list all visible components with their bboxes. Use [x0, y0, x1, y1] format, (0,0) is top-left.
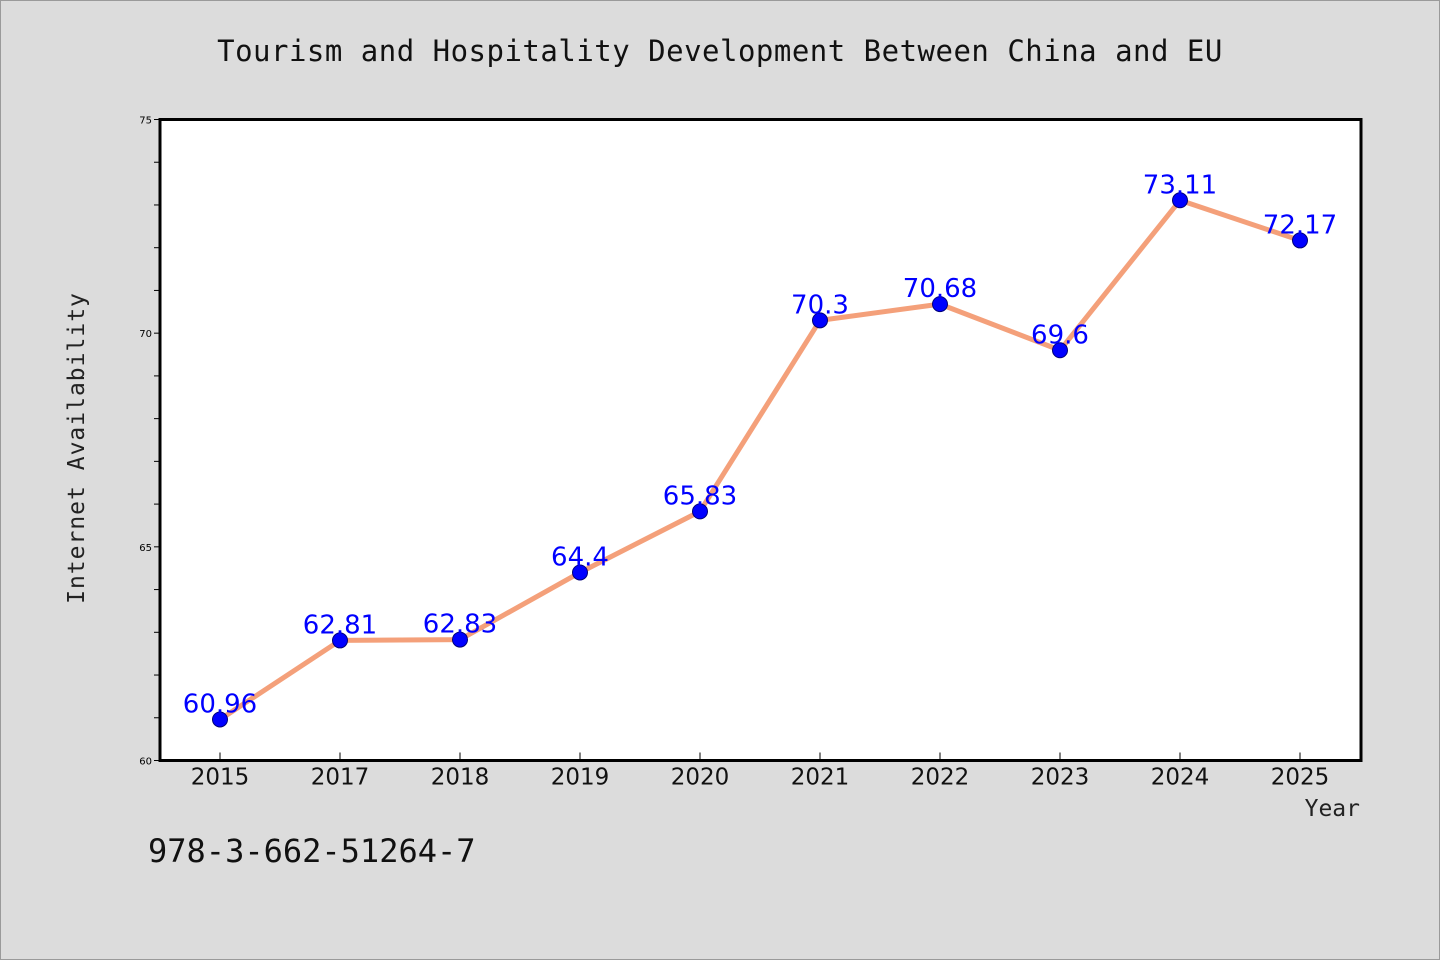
x-tick-label: 2015 [191, 765, 250, 791]
x-tick-label: 2025 [1271, 765, 1330, 791]
data-point-2025 [1292, 232, 1308, 249]
y-tick-label: 75 [139, 116, 152, 127]
series-markers [212, 192, 1308, 728]
y-tick-label: 60 [139, 757, 152, 768]
x-axis-ticks: 2015 2017 2018 2019 2020 2021 2022 2023 2024 2025 [191, 752, 1330, 791]
x-tick-label: 2018 [431, 765, 490, 791]
data-label-2017: 62.81 [303, 610, 377, 640]
data-label-2023: 69.6 [1031, 320, 1089, 350]
x-tick-label: 2019 [551, 765, 610, 791]
x-tick-label: 2024 [1151, 765, 1210, 791]
data-label-2020: 65.83 [663, 481, 737, 511]
data-point-2020 [692, 503, 708, 520]
data-point-2023 [1052, 342, 1068, 359]
footer-text: 978-3-662-51264-7 [148, 832, 476, 870]
chart-title: Tourism and Hospitality Development Betw… [217, 34, 1223, 68]
x-tick-label: 2022 [911, 765, 970, 791]
data-label-2018: 62.83 [423, 610, 497, 640]
data-label-2015: 60.96 [183, 689, 257, 719]
data-label-2021: 70.3 [791, 290, 849, 320]
y-tick-label: 70 [139, 329, 152, 340]
x-tick-label: 2023 [1031, 765, 1090, 791]
series-line [217, 197, 1303, 722]
data-point-2018 [452, 631, 468, 648]
data-label-2022: 70.68 [903, 274, 977, 304]
data-point-2024 [1172, 192, 1188, 209]
y-tick-label: 65 [139, 543, 152, 554]
y-axis-ticks: 60 65 70 75 [139, 116, 160, 768]
data-point-2021 [812, 312, 828, 329]
data-point-2015 [212, 711, 228, 728]
x-axis-label: Year [1304, 796, 1360, 822]
x-tick-label: 2021 [791, 765, 850, 791]
data-point-2017 [332, 632, 348, 649]
x-tick-label: 2020 [671, 765, 730, 791]
data-label-2019: 64.4 [551, 542, 609, 572]
data-label-2024: 73.11 [1143, 170, 1217, 200]
data-point-2022 [932, 296, 948, 313]
plot-area [158, 118, 1363, 762]
data-labels: 60.96 62.81 62.83 64.4 65.83 70.3 70.68 69.6 73.… [183, 170, 1337, 719]
data-label-2025: 72.17 [1263, 210, 1337, 240]
data-point-2019 [572, 564, 588, 581]
x-tick-label: 2017 [311, 765, 370, 791]
